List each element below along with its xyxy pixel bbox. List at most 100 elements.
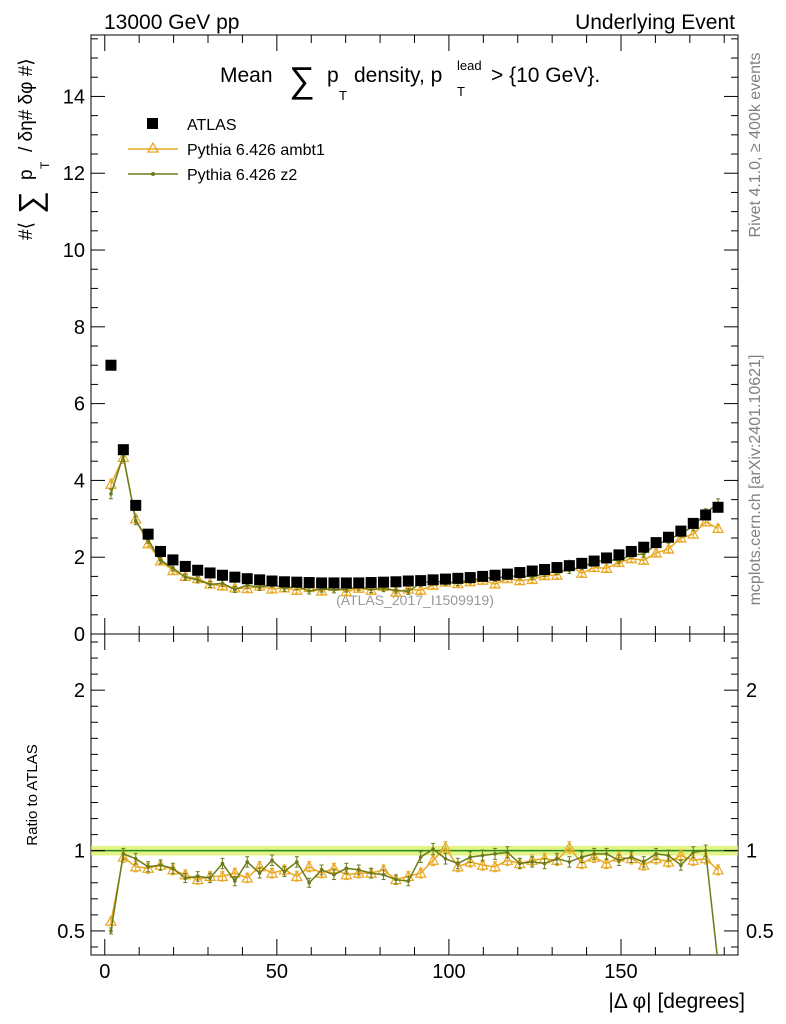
atlas-data-point xyxy=(254,574,266,586)
z2-ratio-point xyxy=(493,852,497,856)
ambt1-main-point xyxy=(550,569,563,580)
z2-main-line xyxy=(110,455,719,593)
x-tick-label: 50 xyxy=(266,961,288,983)
title-p: p xyxy=(327,64,339,87)
ambt1-ratio-point xyxy=(464,855,477,867)
atlas-data-point xyxy=(477,570,489,582)
ambt1-main-point xyxy=(526,573,539,585)
main-y-tick-label: 14 xyxy=(63,86,85,108)
z2-ratio-point xyxy=(530,860,534,864)
z2-main-point xyxy=(641,552,646,556)
atlas-data-point xyxy=(340,577,352,589)
title-sum-symbol: ∑ xyxy=(289,59,315,100)
z2-ratio-point xyxy=(443,856,448,861)
ambt1-ratio-point xyxy=(352,866,365,878)
ratio-y-tick-label: 0.5 xyxy=(57,921,85,943)
legend-atlas-marker xyxy=(147,118,158,129)
x-axis-label: |Δ φ| [degrees] xyxy=(608,990,745,1013)
ylabel-rest: / δη# δφ #⟩ xyxy=(16,58,37,152)
z2-ratio-point xyxy=(183,876,188,880)
atlas-data-point xyxy=(105,359,117,371)
z2-ratio-point xyxy=(121,852,126,856)
z2-ratio-point xyxy=(505,850,510,855)
z2-ratio-point xyxy=(468,855,473,859)
z2-ratio-point xyxy=(617,858,621,863)
z2-main-point xyxy=(183,575,188,579)
legend-z2-label: Pythia 6.426 z2 xyxy=(187,167,297,184)
atlas-data-point xyxy=(192,564,204,576)
ylabel-open: #⟨ xyxy=(16,222,37,240)
z2-ratio-point xyxy=(716,961,720,965)
mcplots-label: mcplots.cern.ch [arXiv:2401.10621] xyxy=(747,355,764,606)
atlas-data-point xyxy=(378,576,390,588)
ambt1-main-point xyxy=(290,583,303,595)
ambt1-ratio-point xyxy=(501,854,514,865)
z2-ratio-point xyxy=(270,858,274,863)
z2-main-point xyxy=(133,518,138,523)
atlas-data-point xyxy=(452,572,464,584)
atlas-data-point xyxy=(291,576,303,588)
ambt1-main-point xyxy=(389,585,402,597)
main-title: Mean ∑ p T density, p lead T > {10 GeV}. xyxy=(220,58,600,103)
ambt1-main-point xyxy=(315,584,328,596)
main-y-tick-label: 4 xyxy=(74,470,85,492)
z2-main-point xyxy=(332,588,336,592)
main-y-axis-label: #⟨ ∑ p T / δη# δφ #⟩ xyxy=(12,58,52,240)
z2-ratio-point xyxy=(604,852,609,856)
z2-ratio-point xyxy=(307,880,311,885)
z2-ratio-point xyxy=(171,866,175,871)
atlas-data-point xyxy=(328,577,340,589)
z2-ratio-point xyxy=(641,860,646,864)
z2-ratio-point xyxy=(418,855,423,859)
z2-ratio-point xyxy=(666,853,671,858)
z2-main-point xyxy=(233,587,237,592)
z2-ratio-point xyxy=(679,863,683,867)
title-p-subscript-t: T xyxy=(339,88,347,103)
ambt1-main-point xyxy=(241,582,254,594)
ambt1-main-point xyxy=(588,561,601,573)
z2-ratio-point xyxy=(332,872,336,877)
atlas-data-point xyxy=(142,528,154,540)
x-tick-label: 150 xyxy=(604,961,637,983)
z2-ratio-point xyxy=(356,868,361,872)
atlas-data-point xyxy=(588,555,600,567)
z2-main-point xyxy=(406,589,411,594)
z2-ratio-point xyxy=(257,871,262,875)
ambt1-main-point xyxy=(538,569,551,581)
z2-main-point xyxy=(257,585,262,590)
z2-ratio-point xyxy=(220,861,225,866)
legend-ambt1-marker xyxy=(146,141,160,153)
atlas-data-point xyxy=(687,517,699,529)
ambt1-ratio-point xyxy=(216,870,229,881)
atlas-data-point xyxy=(415,575,427,587)
atlas-data-point xyxy=(278,576,290,588)
ratio-y-tick-label: 1 xyxy=(74,841,85,863)
ratio-axis-ticks xyxy=(91,634,738,955)
z2-ratio-point xyxy=(431,847,435,851)
atlas-data-point xyxy=(700,509,712,521)
main-y-tick-label: 0 xyxy=(74,624,85,646)
atlas-data-point xyxy=(303,577,315,589)
ambt1-ratio-point xyxy=(439,841,452,853)
x-tick-label: 0 xyxy=(99,961,110,983)
ambt1-main-point xyxy=(600,562,613,573)
main-y-tick-label: 12 xyxy=(63,163,85,185)
z2-ratio-point xyxy=(295,860,299,864)
analysis-watermark: (ATLAS_2017_I1509919) xyxy=(336,592,494,608)
ylabel-p-subscript-t: T xyxy=(38,161,52,169)
ambt1-ratio-point xyxy=(650,852,663,864)
atlas-data-point xyxy=(675,525,687,537)
ambt1-ratio-point xyxy=(191,873,204,885)
z2-ratio-point xyxy=(703,848,708,853)
z2-ratio-point xyxy=(208,876,212,880)
ambt1-main-point xyxy=(216,579,229,591)
z2-ratio-point xyxy=(456,861,460,866)
atlas-data-point xyxy=(402,575,414,587)
atlas-data-point xyxy=(439,573,451,585)
atlas-data-point xyxy=(130,499,142,511)
z2-ratio-point xyxy=(195,874,200,879)
z2-ratio-point xyxy=(579,855,584,859)
ambt1-main-point xyxy=(625,552,638,564)
atlas-data-point xyxy=(241,573,253,585)
